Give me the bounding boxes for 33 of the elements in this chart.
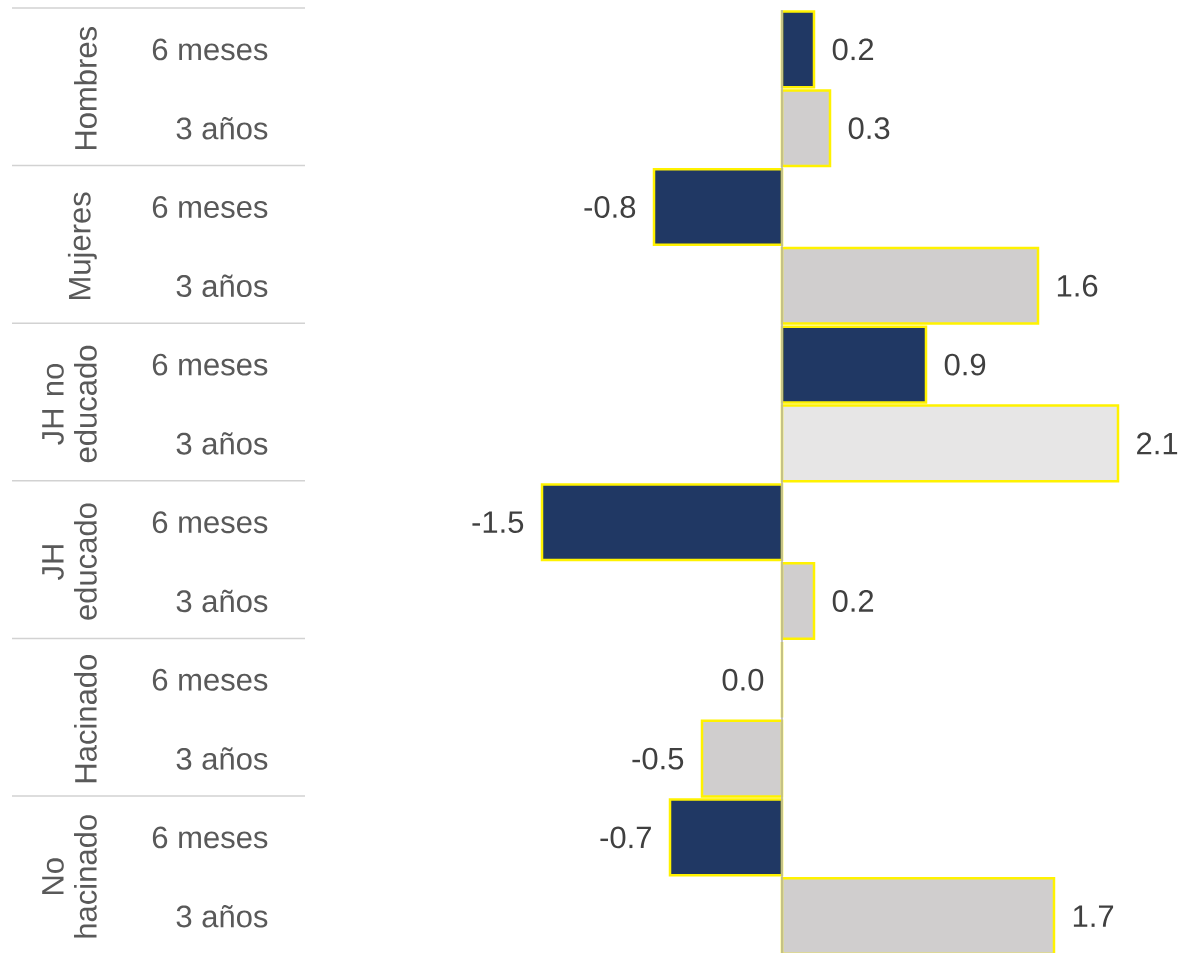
y-tick-label: 6 meses <box>152 668 268 691</box>
data-label: -0.5 <box>632 747 684 770</box>
bar <box>540 483 784 562</box>
y-tick-label: 3 años <box>176 116 268 140</box>
data-label: 1.7 <box>1073 905 1114 927</box>
data-label: 0.9 <box>944 353 986 376</box>
data-label: -1.5 <box>472 511 524 534</box>
text: Hacinado <box>74 655 97 783</box>
text: Hombres <box>74 27 97 150</box>
bar <box>780 561 816 641</box>
y-tick-label: 6 meses <box>152 196 268 218</box>
y-tick-label: 6 meses <box>152 826 268 849</box>
y-tick-label: 6 meses <box>152 38 268 61</box>
bar <box>652 167 784 247</box>
text: JH no educado <box>42 345 97 463</box>
data-label: 0.3 <box>848 117 890 140</box>
text: Mujeres <box>67 192 97 299</box>
text: JH educado <box>42 503 97 620</box>
y-tick-label: 3 años <box>176 274 268 298</box>
data-label: 0.0 <box>722 668 764 691</box>
y-tick-label: 6 meses <box>152 511 268 534</box>
text: No hacinado <box>42 815 97 938</box>
y-tick-label: 6 meses <box>152 353 268 376</box>
y-tick-label: 3 años <box>176 432 268 455</box>
y-tick-label: 3 años <box>176 589 268 613</box>
data-label: 0.2 <box>832 38 874 61</box>
data-label: 0.2 <box>832 590 874 612</box>
data-label: 2.1 <box>1137 432 1178 455</box>
data-label: -0.7 <box>600 826 651 849</box>
data-label: -0.8 <box>584 196 636 218</box>
y-tick-label: 3 años <box>176 747 268 770</box>
data-label: 1.6 <box>1057 274 1098 297</box>
y-tick-label: 3 años <box>176 904 268 928</box>
